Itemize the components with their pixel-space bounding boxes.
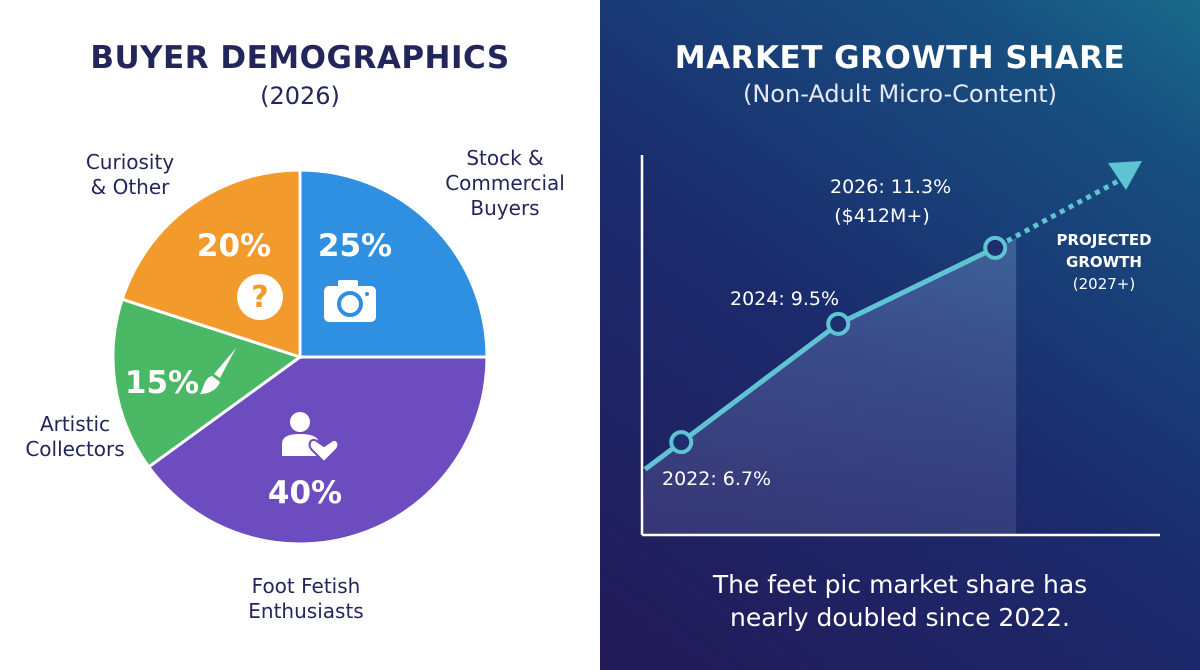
camera-dot <box>365 292 369 296</box>
slice-value-label: 25% <box>318 228 392 264</box>
point-label: 2026: 11.3% <box>830 176 951 198</box>
brush-handle <box>214 348 236 378</box>
footnote-line: nearly doubled since 2022. <box>730 603 1070 632</box>
person-heart-icon <box>282 412 340 464</box>
pie-chart: 25% 40% 15% 20%? <box>111 168 489 546</box>
label-line: Artistic <box>39 412 111 436</box>
label-line: Curiosity <box>85 150 175 174</box>
projection-label: GROWTH <box>1066 253 1142 271</box>
label-artistic: Artistic Collectors <box>10 412 140 462</box>
line-title: MARKET GROWTH SHARE <box>674 40 1126 76</box>
label-line: Stock & <box>466 146 544 170</box>
question-mark: ? <box>251 280 268 315</box>
camera-icon <box>324 280 376 322</box>
data-point <box>826 311 851 336</box>
label-foot: Foot Fetish Enthusiasts <box>206 574 406 624</box>
person-body <box>282 434 318 456</box>
point-label: 2024: 9.5% <box>730 288 839 310</box>
series-line <box>643 245 997 472</box>
camera-body <box>324 286 376 322</box>
slice-value-label: 20% <box>197 228 271 264</box>
footnote-line: The feet pic market share has <box>712 570 1088 599</box>
projection-line <box>1005 177 1122 244</box>
person-head <box>290 412 310 432</box>
camera-lens <box>337 291 363 317</box>
line-subtitle: (Non-Adult Micro-Content) <box>742 80 1057 108</box>
paintbrush-icon <box>200 348 236 394</box>
pie-title: BUYER DEMOGRAPHICS <box>90 40 510 76</box>
label-line: & Other <box>90 175 170 199</box>
line-chart: 2022: 6.7% 2024: 9.5% 2026: 11.3% ($412M+) P… <box>640 155 1160 537</box>
heart <box>308 438 340 464</box>
projection-arrowhead <box>1108 161 1142 190</box>
label-stock: Stock & Commercial Buyers <box>430 146 580 221</box>
projection-label: (2027+) <box>1073 275 1135 293</box>
footnote: The feet pic market share has nearly doub… <box>600 568 1200 634</box>
buyer-demographics-panel: BUYER DEMOGRAPHICS (2026) 25% 40% 15% 20%? … <box>10 40 580 624</box>
pie-subtitle: (2026) <box>260 82 340 110</box>
point-extra-label: ($412M+) <box>834 205 930 227</box>
slice-value-label: 40% <box>268 475 342 511</box>
label-line: Commercial <box>445 171 565 195</box>
data-point <box>983 235 1008 260</box>
projection-label: PROJECTED <box>1056 231 1151 249</box>
label-line: Enthusiasts <box>248 599 364 623</box>
area-fill <box>642 237 1017 536</box>
label-curiosity: Curiosity & Other <box>60 150 200 200</box>
question-icon: ? <box>237 274 283 320</box>
slice-value-label: 15% <box>125 365 199 401</box>
label-line: Buyers <box>470 196 540 220</box>
question-circle <box>237 274 283 320</box>
market-growth-panel: MARKET GROWTH SHARE (Non-Adult Micro-Con… <box>600 0 1200 670</box>
point-label: 2022: 6.7% <box>662 468 771 490</box>
data-point <box>669 430 694 455</box>
brush-tip <box>200 376 220 394</box>
label-line: Foot Fetish <box>251 574 361 598</box>
label-line: Collectors <box>25 437 125 461</box>
camera-top <box>338 280 358 288</box>
